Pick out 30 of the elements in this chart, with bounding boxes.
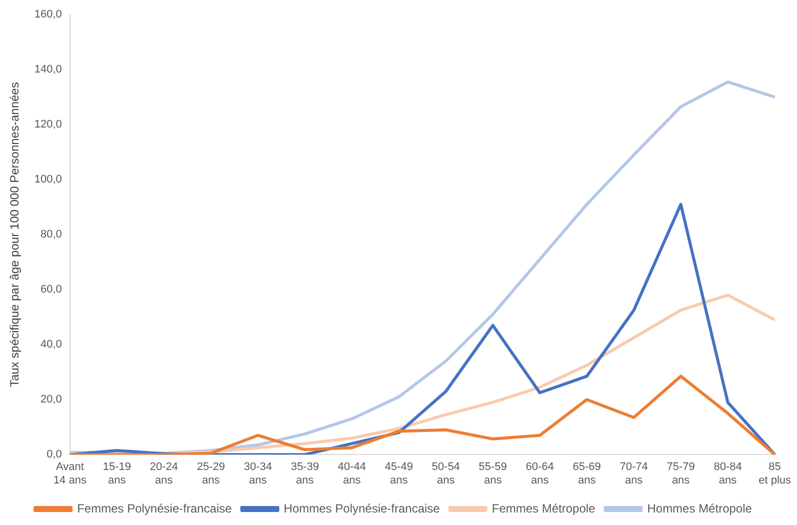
x-tick-label: 55-59 ans <box>478 461 507 486</box>
y-tick-label: 60,0 <box>40 284 62 296</box>
y-tick-label: 120,0 <box>34 118 62 131</box>
y-tick-label: 40,0 <box>40 338 62 351</box>
y-axis-title: Taux spécifique par âge pour 100 000 Personnes-années <box>8 82 22 388</box>
x-tick-label: Avant 14 ans <box>53 461 87 486</box>
y-tick-label: 80,0 <box>40 228 62 241</box>
x-tick-label: 35-39 ans <box>290 461 319 486</box>
x-tick-label: 65-69 ans <box>572 461 601 486</box>
x-tick-label: 30-34 ans <box>244 461 272 486</box>
x-tick-label: 75-79 ans <box>666 461 695 486</box>
y-tick-label: 140,0 <box>34 64 62 76</box>
x-tick-label: 45-49 ans <box>384 461 413 486</box>
y-tick-label: 20,0 <box>40 394 62 406</box>
x-tick-label: 20-24 ans <box>150 461 178 486</box>
y-tick-label: 0,0 <box>46 448 62 461</box>
legend-label: Femmes Polynésie-francaise <box>77 501 232 516</box>
legend-label: Femmes Métropole <box>492 501 596 516</box>
x-tick-label: 25-29 ans <box>196 461 225 486</box>
x-tick-label: 80-84 ans <box>714 461 742 486</box>
x-tick-label: 70-74 ans <box>620 461 648 486</box>
x-tick-label: 60-64 ans <box>526 461 554 486</box>
legend-label: Hommes Métropole <box>647 501 752 516</box>
legend-label: Hommes Polynésie-francaise <box>284 501 440 516</box>
x-tick-label: 50-54 ans <box>432 461 460 486</box>
x-tick-label: 40-44 ans <box>338 461 366 486</box>
y-tick-label: 100,0 <box>34 174 62 186</box>
y-tick-label: 160,0 <box>34 8 62 21</box>
x-tick-label: 85 et plus <box>758 461 792 486</box>
x-tick-label: 15-19 ans <box>102 461 131 486</box>
